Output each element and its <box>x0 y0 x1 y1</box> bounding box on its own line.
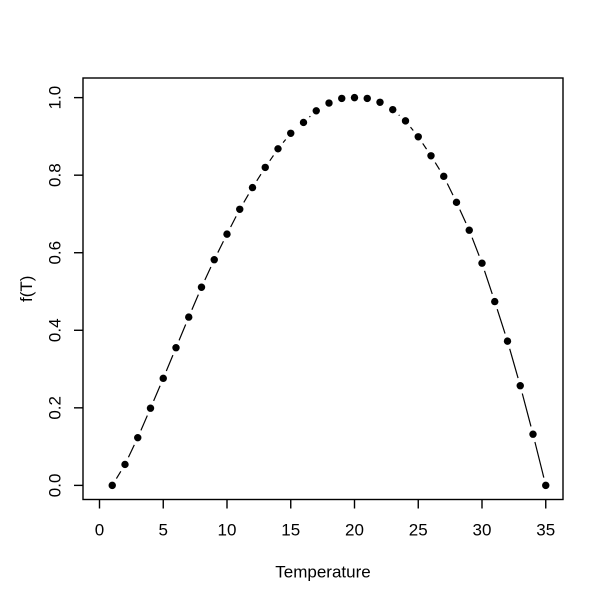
connector-segment <box>140 415 148 431</box>
connector-segment <box>521 393 532 427</box>
x-axis-tick-label: 20 <box>345 521 364 540</box>
data-point <box>274 145 282 153</box>
data-point <box>146 404 155 412</box>
connector-segment <box>165 354 174 372</box>
x-axis-tick-label: 15 <box>281 521 300 540</box>
data-point <box>452 198 461 207</box>
connector-segment <box>459 209 467 224</box>
data-point <box>401 117 410 125</box>
data-point <box>134 433 142 442</box>
data-point <box>261 163 269 172</box>
x-axis-tick-label: 30 <box>473 521 492 540</box>
y-axis-tick-label: 0.6 <box>46 241 65 265</box>
data-point <box>312 107 320 115</box>
data-point <box>248 183 257 192</box>
connector-segment <box>269 155 274 162</box>
data-point <box>427 152 435 160</box>
y-axis-tick-label: 0.0 <box>46 474 65 498</box>
y-axis-tick-label: 0.8 <box>46 163 65 187</box>
connector-segment <box>282 139 287 144</box>
connector-segment <box>410 126 414 131</box>
data-point <box>478 259 486 267</box>
connector-segment <box>243 194 249 203</box>
data-point <box>185 313 193 321</box>
connector-segment <box>230 216 237 228</box>
data-point <box>503 337 512 345</box>
data-point <box>414 133 422 141</box>
data-point <box>542 481 550 490</box>
data-point <box>121 460 129 469</box>
data-point <box>236 205 244 213</box>
data-point <box>172 344 180 352</box>
x-axis-tick-label: 10 <box>218 521 237 540</box>
connector-segment <box>127 444 135 458</box>
connector-segment <box>178 324 187 341</box>
connector-segment <box>496 309 506 334</box>
connector-segment <box>534 441 545 478</box>
data-point <box>325 99 333 107</box>
data-point <box>440 172 448 181</box>
connector-segment <box>483 270 493 295</box>
data-point <box>159 374 167 383</box>
y-axis-tick-label: 1.0 <box>46 86 65 110</box>
data-point <box>338 94 346 103</box>
connector-segment <box>398 114 400 117</box>
data-point <box>287 129 295 137</box>
x-axis-label: Temperature <box>275 563 370 582</box>
data-point <box>529 430 537 438</box>
data-point <box>389 105 397 114</box>
connector-segment <box>204 266 212 281</box>
x-axis-tick-label: 35 <box>536 521 555 540</box>
y-axis-label: f(T) <box>17 276 36 302</box>
connector-segment <box>217 241 224 253</box>
x-axis-tick-label: 0 <box>95 521 104 540</box>
y-axis-tick-label: 0.4 <box>46 318 65 342</box>
data-point <box>350 93 359 102</box>
data-point <box>465 226 473 234</box>
connector-segment <box>434 162 441 170</box>
connector-segment <box>509 348 519 379</box>
connector-segment <box>422 143 428 150</box>
connector-segment <box>309 115 311 118</box>
connector-segment <box>153 385 161 402</box>
connector-segment <box>256 173 262 182</box>
data-point <box>197 283 206 291</box>
plot-border <box>82 77 564 501</box>
data-point <box>210 256 218 264</box>
y-axis-tick-label: 0.2 <box>46 396 65 420</box>
connector-segment <box>191 294 199 310</box>
data-point <box>299 118 308 127</box>
x-axis-tick-label: 25 <box>409 521 428 540</box>
data-point <box>376 98 384 106</box>
data-point <box>363 94 371 103</box>
connector-segment <box>115 470 122 479</box>
connector-segment <box>471 237 480 256</box>
data-point <box>491 297 499 306</box>
connector-segment <box>446 183 454 196</box>
data-point <box>223 230 231 238</box>
x-axis-tick-label: 5 <box>159 521 168 540</box>
data-point <box>516 382 524 390</box>
data-point <box>108 481 116 490</box>
